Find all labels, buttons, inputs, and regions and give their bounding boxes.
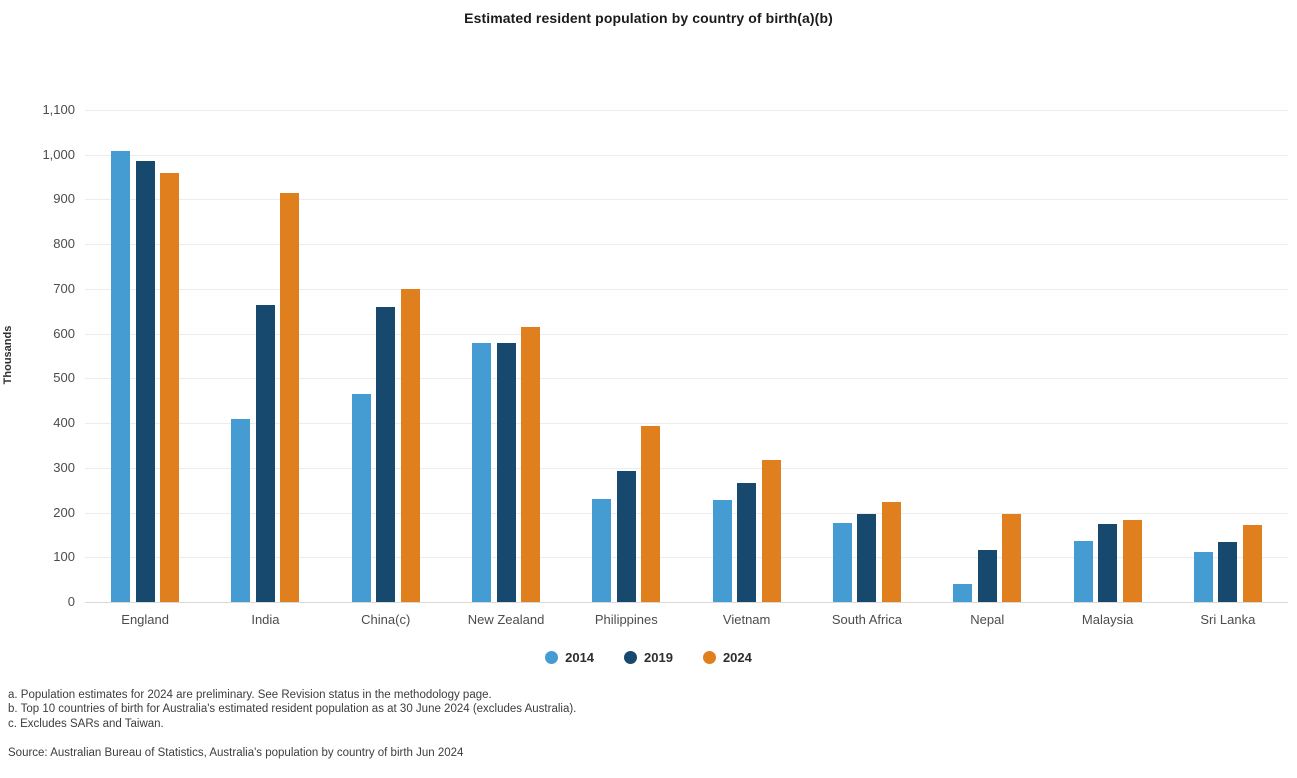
bar-2024-england[interactable]	[160, 172, 180, 602]
bar-2024-sri-lanka[interactable]	[1242, 525, 1262, 602]
bar-2019-india[interactable]	[255, 305, 275, 602]
y-tick-label-600: 600	[53, 325, 75, 341]
y-tick-label-800: 800	[53, 236, 75, 252]
bar-2024-vietnam[interactable]	[761, 459, 781, 602]
footnote-c: c. Excludes SARs and Taiwan.	[8, 717, 164, 730]
bar-2014-sri-lanka[interactable]	[1193, 552, 1213, 602]
x-tick-label-england: England	[121, 612, 169, 627]
bar-2014-england[interactable]	[111, 151, 131, 602]
bar-2014-south-africa[interactable]	[832, 523, 852, 602]
gridline-900	[85, 199, 1288, 201]
x-tick-label-new-zealand: New Zealand	[467, 612, 545, 627]
bar-2014-nepal[interactable]	[953, 583, 973, 602]
bar-2014-india[interactable]	[231, 418, 251, 602]
y-tick-label-200: 200	[53, 504, 75, 520]
bar-2014-china-c[interactable]	[351, 394, 371, 602]
gridline-100	[85, 557, 1288, 559]
bar-2019-vietnam[interactable]	[737, 483, 757, 602]
legend-marker-2024-icon	[702, 651, 716, 664]
legend-marker-2019-icon	[624, 651, 638, 664]
x-tick-label-malaysia: Malaysia	[1081, 612, 1134, 627]
legend-item-2019[interactable]: 2019	[624, 650, 673, 665]
footnote-b: b. Top 10 countries of birth for Austral…	[8, 703, 577, 716]
x-tick-label-vietnam: Vietnam	[722, 612, 771, 627]
y-tick-label-500: 500	[53, 370, 75, 386]
x-axis-line	[85, 602, 1288, 603]
y-tick-label-100: 100	[53, 549, 75, 565]
x-tick-label-south-africa: South Africa	[831, 612, 902, 627]
chart-title: Estimated resident population by country…	[464, 10, 833, 26]
y-tick-label-1100: 1,100	[42, 102, 75, 117]
x-tick-label-china-c: China(c)	[361, 612, 411, 627]
bar-2014-new-zealand[interactable]	[472, 342, 492, 602]
legend-label-2014: 2014	[565, 650, 595, 665]
gridline-500	[85, 378, 1288, 380]
y-tick-label-0: 0	[67, 594, 75, 609]
source-note: Source: Australian Bureau of Statistics,…	[8, 747, 464, 759]
gridline-400	[85, 423, 1288, 425]
bar-2024-india[interactable]	[280, 192, 300, 602]
legend-marker-2014-icon	[545, 651, 559, 664]
y-tick-label-300: 300	[53, 459, 75, 475]
bar-2014-philippines[interactable]	[592, 499, 612, 602]
bar-2014-vietnam[interactable]	[712, 499, 732, 602]
gridline-1100	[85, 110, 1288, 111]
bar-2019-new-zealand[interactable]	[496, 343, 516, 602]
footnotes: a. Population estimates for 2024 are pre…	[8, 688, 576, 731]
legend-item-2014[interactable]: 2014	[545, 650, 594, 665]
bar-2019-malaysia[interactable]	[1098, 523, 1118, 602]
gridline-800	[85, 244, 1288, 246]
bar-2019-nepal[interactable]	[977, 549, 997, 602]
bar-2024-malaysia[interactable]	[1122, 520, 1142, 602]
bar-2014-malaysia[interactable]	[1073, 540, 1093, 602]
bar-2019-sri-lanka[interactable]	[1218, 541, 1238, 602]
y-tick-label-1000: 1,000	[42, 146, 75, 162]
y-tick-label-900: 900	[53, 191, 75, 207]
bar-2019-england[interactable]	[135, 161, 155, 602]
y-tick-label-700: 700	[53, 280, 75, 296]
x-tick-label-philippines: Philippines	[594, 612, 658, 627]
gridline-700	[85, 288, 1288, 290]
bar-2024-nepal[interactable]	[1002, 514, 1022, 602]
bar-2024-new-zealand[interactable]	[521, 327, 541, 602]
gridline-600	[85, 333, 1288, 335]
y-tick-label-400: 400	[53, 415, 75, 431]
chart-legend: 2014 2019 2024	[0, 650, 1297, 665]
bar-2024-philippines[interactable]	[641, 426, 661, 602]
bar-2024-china-c[interactable]	[400, 288, 420, 602]
legend-label-2024: 2024	[722, 650, 752, 665]
bar-2019-philippines[interactable]	[616, 471, 636, 602]
gridline-1000	[85, 154, 1288, 156]
legend-item-2024[interactable]: 2024	[702, 650, 752, 665]
bar-2019-south-africa[interactable]	[857, 514, 877, 602]
x-tick-label-sri-lanka: Sri Lanka	[1200, 612, 1256, 627]
gridline-200	[85, 512, 1288, 514]
x-tick-label-india: India	[251, 612, 280, 627]
bar-2019-china-c[interactable]	[376, 307, 396, 602]
gridline-300	[85, 467, 1288, 469]
x-tick-label-nepal: Nepal	[970, 612, 1005, 627]
footnote-a: a. Population estimates for 2024 are pre…	[8, 689, 492, 701]
bar-2024-south-africa[interactable]	[881, 501, 901, 602]
legend-label-2019: 2019	[644, 650, 673, 665]
